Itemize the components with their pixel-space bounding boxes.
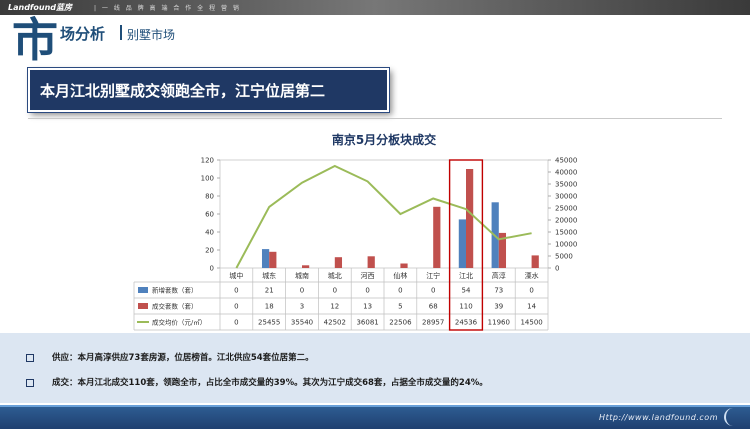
headline-text: 本月江北别墅成交领跑全市，江宁位居第二 [40,82,326,100]
line-avg-price [235,164,532,269]
y-tick-label: 40 [205,229,214,237]
bullet-square-icon [26,378,34,387]
brand-slogan: | 一 线 品 牌 高 端 合 作 全 程 营 销 [94,5,241,12]
note-supply-text: 供应：本月高淳供应73套房源，位居榜首。江北供应54套位居第二。 [52,353,314,363]
table-cell: 25455 [258,319,280,327]
legend-label: 成交均价（元/㎡） [152,318,206,327]
table-cell: 0 [234,287,238,295]
table-cell: 12 [330,303,339,311]
x-category-label: 城北 [328,272,342,280]
table-cell: 11960 [488,319,510,327]
footer-url[interactable]: Http://www.landfound.com [599,413,718,422]
table-cell: 18 [265,303,274,311]
note-deal: 成交：本月江北成交110套，领跑全市，占比全市成交量的39%。其次为江宁成交68… [26,376,488,388]
y2-tick-label: 35000 [555,181,577,189]
chart-title: 南京5月分板块成交 [332,132,436,147]
y-tick-label: 0 [210,265,214,273]
table-cell: 0 [398,287,402,295]
y-tick-label: 120 [201,157,214,165]
x-category-label: 仙林 [393,271,407,280]
footer-bar: Http://www.landfound.com [0,405,750,429]
table-cell: 110 [459,303,472,311]
note-deal-text: 成交：本月江北成交110套，领跑全市，占比全市成交量的39%。其次为江宁成交68… [52,378,488,388]
table-cell: 0 [529,287,533,295]
highlight-frame [448,159,484,331]
y2-tick-label: 10000 [555,241,577,249]
x-category-label: 江北 [459,272,473,280]
divider [28,118,722,119]
table-cell: 36081 [356,319,378,327]
table-cell: 73 [494,287,503,295]
notes-panel: 供应：本月高淳供应73套房源，位居榜首。江北供应54套位居第二。 成交：本月江北… [0,333,750,403]
bullet-square-icon [26,353,34,362]
y-tick-label: 20 [205,247,214,255]
table-cell: 39 [494,303,503,311]
bar-deal [466,169,474,268]
bar-deal [433,206,441,268]
table-cell: 13 [363,303,372,311]
table-cell: 5 [398,303,402,311]
y2-tick-label: 15000 [555,229,577,237]
table-cell: 14 [527,303,536,311]
bar-deal [302,265,310,268]
headline-banner: 本月江北别墅成交领跑全市，江宁位居第二 [28,68,389,112]
legend-key [138,303,148,309]
x-category-label: 河西 [361,272,375,280]
table-cell: 0 [300,287,304,295]
note-supply: 供应：本月高淳供应73套房源，位居榜首。江北供应54套位居第二。 [26,351,314,363]
bar-supply [261,249,270,268]
table-cell: 0 [365,287,369,295]
section-title: 场分析 [60,25,106,43]
y-tick-label: 80 [205,193,214,201]
bar-deal [367,256,375,268]
y2-tick-label: 40000 [555,169,577,177]
bar-deal [269,251,277,268]
brand-logo: Landfound蓝房 [8,3,73,12]
chart: 南京5月分板块成交0204060801001200500010000150002… [133,132,577,331]
section-subtitle: 别墅市场 [127,28,176,42]
x-category-label: 城中 [229,271,243,280]
footer-accent-line [0,405,750,407]
y2-tick-label: 25000 [555,205,577,213]
y2-tick-label: 45000 [555,157,577,165]
y-tick-label: 60 [205,211,214,219]
table-cell: 22506 [389,319,412,327]
x-category-label: 高淳 [492,271,506,280]
table-cell: 0 [234,303,238,311]
legend-label: 成交套数（套） [152,302,198,311]
table-cell: 3 [300,303,304,311]
table-cell: 0 [333,287,337,295]
table-cell: 21 [265,287,274,295]
y2-tick-label: 0 [555,265,559,273]
table-cell: 0 [234,319,238,327]
table-cell: 24536 [455,319,478,327]
table-cell: 14500 [520,319,542,327]
table-cell: 0 [431,287,435,295]
section-big-char: 市 [12,13,58,67]
swoosh-icon [724,408,742,426]
title-separator [120,25,122,40]
x-category-label: 溧水 [525,271,539,280]
y2-tick-label: 20000 [555,217,577,225]
bar-supply [458,219,466,268]
x-category-label: 城南 [295,271,309,280]
bar-deal [400,263,408,268]
x-category-label: 城东 [262,271,276,280]
table-cell: 42502 [324,319,346,327]
y2-tick-label: 5000 [555,253,573,261]
top-bar: Landfound蓝房 | 一 线 品 牌 高 端 合 作 全 程 营 销 [0,0,750,15]
legend-key [138,287,148,293]
legend-label: 新增套数（套） [152,286,198,295]
bar-deal [498,232,507,268]
y2-tick-label: 30000 [555,193,577,201]
bar-deal [531,255,539,268]
table-cell: 54 [462,287,471,295]
table-cell: 28957 [422,319,444,327]
bar-deal [334,257,343,268]
table-cell: 68 [429,303,438,311]
table-cell: 35540 [291,319,313,327]
x-category-label: 江宁 [426,271,440,280]
y-tick-label: 100 [201,175,214,183]
